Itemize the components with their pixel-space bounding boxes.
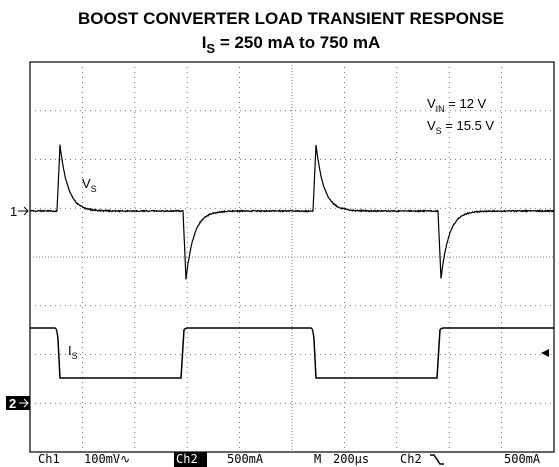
- status: Ch1: [38, 452, 60, 466]
- subtitle-rest: = 250 mA to 750 mA: [215, 33, 380, 52]
- trace-label: VS: [82, 176, 97, 194]
- trace-label: IS: [68, 343, 78, 361]
- channel-marker: 1: [10, 204, 17, 219]
- status: 100mV∿: [84, 452, 130, 466]
- scope-screenshot: BOOST CONVERTER LOAD TRANSIENT RESPONSE …: [0, 0, 559, 467]
- status: Ch2: [400, 452, 422, 466]
- status: M: [314, 452, 321, 466]
- trigger-marker: [541, 349, 549, 357]
- edge-icon: [430, 455, 444, 464]
- status: 500mA: [227, 452, 264, 466]
- title: BOOST CONVERTER LOAD TRANSIENT RESPONSE: [78, 9, 504, 28]
- status: 500mA: [504, 452, 541, 466]
- annotation: VS = 15.5 V: [427, 118, 494, 136]
- subtitle-sub: S: [206, 41, 215, 56]
- status: 200µs: [333, 452, 369, 466]
- marker-arrow: [18, 207, 28, 215]
- channel-marker: 2: [9, 396, 16, 411]
- subtitle: IS = 250 mA to 750 mA: [202, 33, 381, 56]
- status: Ch2: [176, 452, 198, 466]
- annotation: VIN = 12 V: [427, 96, 487, 114]
